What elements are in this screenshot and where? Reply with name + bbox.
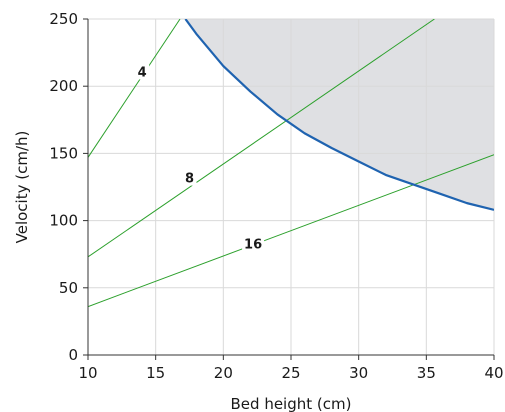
x-tick-label: 30 — [349, 364, 368, 382]
x-tick-label: 20 — [214, 364, 233, 382]
y-tick-label: 100 — [49, 212, 78, 230]
label-layer: 4 8 16 — [135, 63, 265, 252]
series-line-4 — [88, 19, 181, 158]
x-tick-label: 40 — [484, 364, 503, 382]
y-tick-label: 250 — [49, 10, 78, 28]
series-label-16: 16 — [244, 237, 262, 252]
grid-layer — [88, 18, 495, 355]
x-axis-title: Bed height (cm) — [231, 395, 352, 412]
y-tick-label: 0 — [68, 346, 78, 364]
y-tick-label: 50 — [59, 279, 78, 297]
axis-layer: 10 15 20 25 30 35 40 0 50 100 150 200 250 — [49, 10, 503, 382]
x-tick-label: 35 — [417, 364, 436, 382]
x-tick-label: 10 — [78, 364, 97, 382]
series-line-16 — [88, 154, 494, 308]
limit-curve — [184, 19, 494, 211]
shaded-region-layer — [185, 19, 494, 210]
series-label-backing — [135, 63, 150, 80]
y-tick-label: 150 — [49, 144, 78, 162]
series-line-8 — [88, 19, 435, 258]
series-layer — [88, 19, 494, 308]
series-label-4: 4 — [138, 65, 147, 80]
series-label-backing — [242, 235, 265, 252]
y-axis-title: Velocity (cm/h) — [13, 131, 31, 244]
series-label-backing — [182, 169, 197, 186]
y-tick-label: 200 — [49, 77, 78, 95]
x-tick-label: 25 — [281, 364, 300, 382]
shaded-region — [185, 19, 494, 210]
x-tick-label: 15 — [146, 364, 165, 382]
series-label-8: 8 — [185, 172, 194, 187]
